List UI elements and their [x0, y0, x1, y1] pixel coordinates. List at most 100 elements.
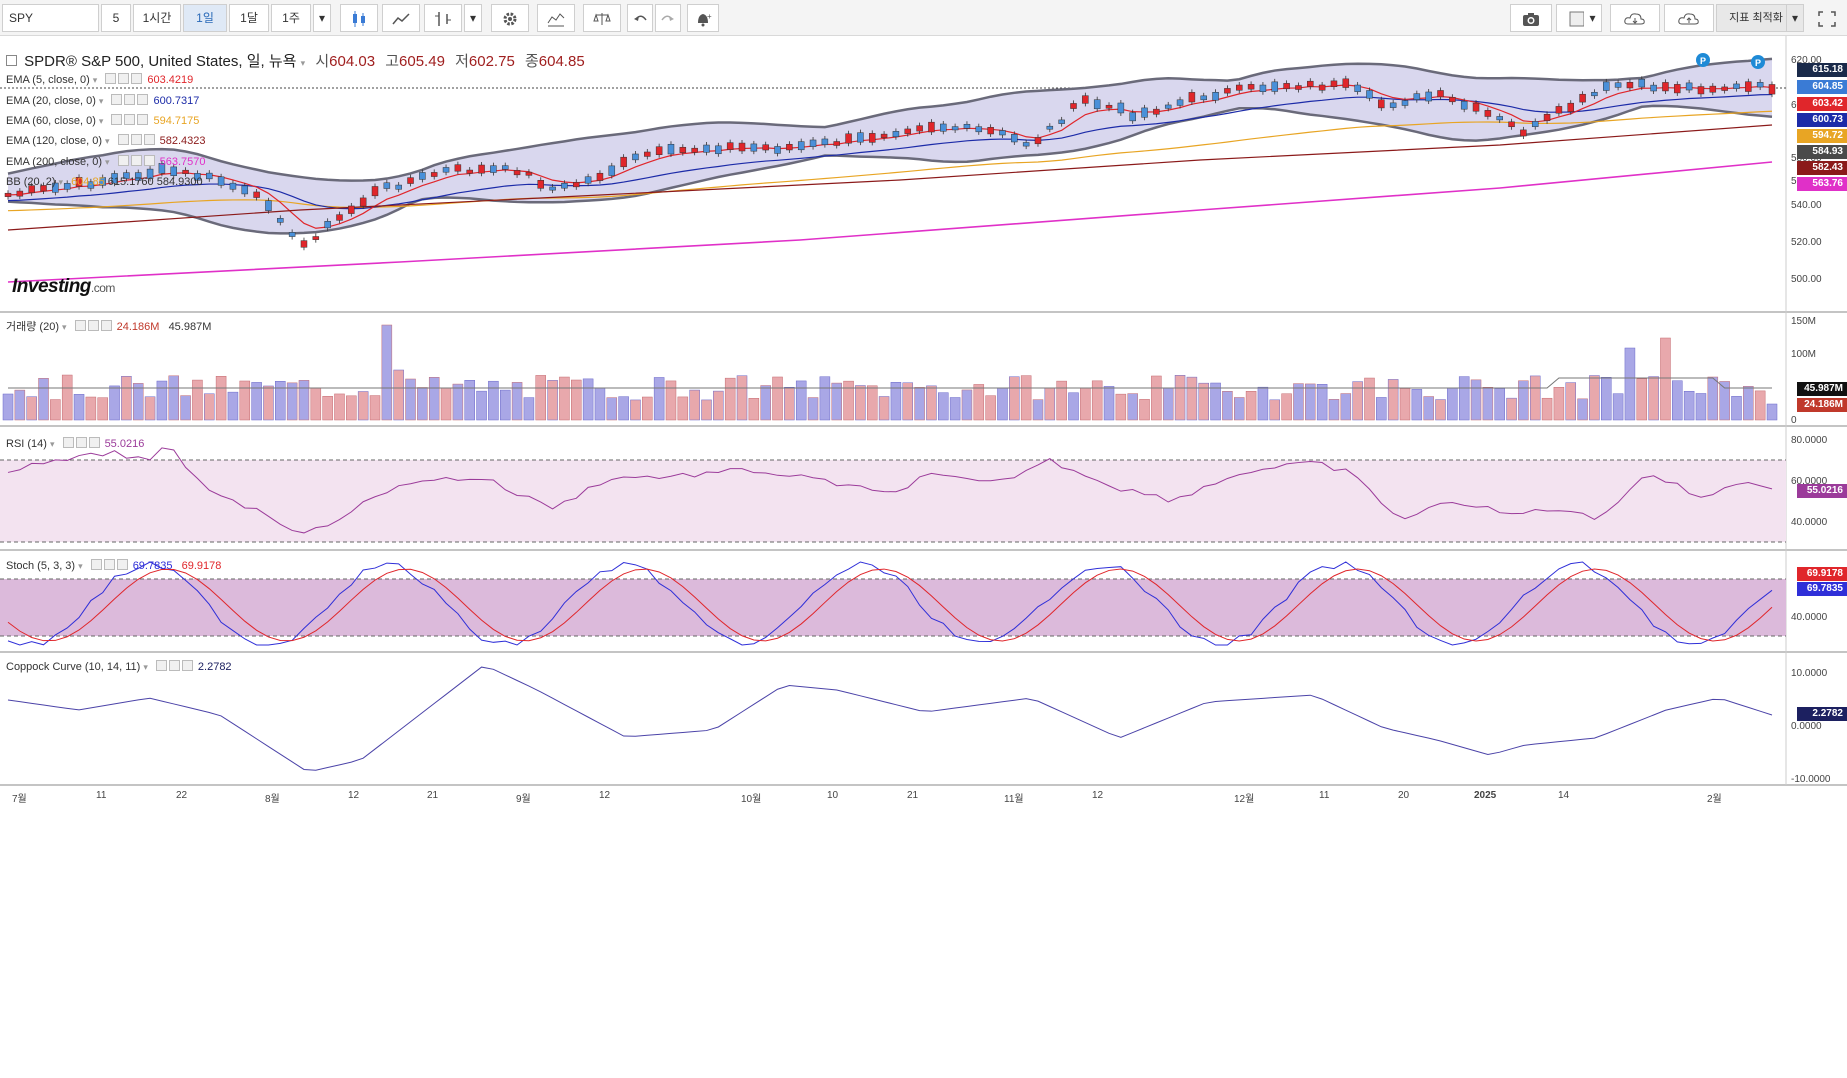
visibility-icon[interactable]: [62, 437, 74, 448]
screenshot-button[interactable]: [1510, 4, 1552, 32]
volume-bar: [866, 385, 878, 421]
optimize-indicators-button[interactable]: 지표 최적화: [1716, 4, 1796, 32]
interval-dropdown[interactable]: ▾: [313, 4, 331, 32]
close-icon[interactable]: [100, 320, 112, 331]
volume-bar: [902, 382, 914, 421]
fullscreen-button[interactable]: [1812, 4, 1842, 32]
close-icon[interactable]: [131, 73, 143, 84]
candle: [1745, 81, 1752, 92]
candle: [40, 185, 47, 192]
close-icon[interactable]: [137, 94, 149, 105]
bell-icon: +: [698, 12, 712, 27]
close-icon[interactable]: [143, 155, 155, 166]
legend-ema200[interactable]: EMA (200, close, 0) ▾ 563.7570: [6, 155, 206, 168]
settings-icon[interactable]: [103, 559, 115, 570]
interval-1m[interactable]: 1달: [229, 4, 269, 32]
layout-dropdown[interactable]: ▾: [1584, 4, 1602, 32]
candle: [940, 123, 947, 132]
volume-bar: [109, 385, 120, 421]
bar-chart-button[interactable]: [424, 4, 462, 32]
chart-canvas[interactable]: P P: [0, 0, 1847, 800]
candle: [194, 173, 201, 181]
legend-rsi[interactable]: RSI (14) ▾ 55.0216: [6, 437, 145, 450]
candle: [1543, 114, 1551, 121]
legend-ema5[interactable]: EMA (5, close, 0) ▾ 603.4219: [6, 73, 194, 86]
symbol-input[interactable]: SPY: [2, 4, 99, 32]
volume-bar: [642, 396, 653, 421]
collapse-icon[interactable]: [6, 55, 17, 66]
volume-bar: [168, 375, 179, 421]
candle: [797, 141, 805, 151]
visibility-icon[interactable]: [111, 94, 123, 105]
compare-button[interactable]: [583, 4, 621, 32]
settings-icon[interactable]: [75, 437, 87, 448]
volume-bar: [121, 376, 132, 421]
visibility-icon[interactable]: [117, 155, 129, 166]
candle: [703, 144, 710, 153]
cloud-load-button[interactable]: [1610, 4, 1660, 32]
chevron-down-icon[interactable]: ▾: [300, 58, 306, 68]
chart-type-dropdown[interactable]: ▾: [464, 4, 482, 32]
settings-icon[interactable]: [130, 155, 142, 166]
settings-icon[interactable]: [87, 320, 99, 331]
volume-bar: [547, 380, 558, 421]
candle: [644, 151, 651, 157]
close-icon[interactable]: [137, 114, 149, 125]
legend-volume[interactable]: 거래량 (20) ▾ 24.186M 45.987M: [6, 320, 212, 333]
settings-button[interactable]: [491, 4, 529, 32]
redo-button[interactable]: [655, 4, 681, 32]
visibility-icon[interactable]: [105, 73, 117, 84]
line-chart-button[interactable]: [382, 4, 420, 32]
candle: [336, 214, 343, 221]
volume-bar: [665, 380, 677, 421]
candle: [206, 172, 213, 180]
interval-5[interactable]: 5: [101, 4, 131, 32]
indicators-button[interactable]: [537, 4, 575, 32]
legend-ema60[interactable]: EMA (60, close, 0) ▾ 594.7175: [6, 114, 200, 127]
volume-bar: [132, 383, 144, 421]
close-icon[interactable]: [88, 437, 100, 448]
dividend-marker-icon[interactable]: [1751, 55, 1765, 69]
visibility-icon[interactable]: [111, 114, 123, 125]
volume-bar: [1162, 387, 1174, 421]
volume-bar: [1222, 391, 1233, 421]
interval-1w[interactable]: 1주: [271, 4, 311, 32]
alert-button[interactable]: +: [687, 4, 719, 32]
volume-bar: [973, 384, 985, 421]
candle: [987, 127, 994, 135]
legend-ema120[interactable]: EMA (120, close, 0) ▾ 582.4323: [6, 134, 206, 147]
visibility-icon[interactable]: [117, 134, 129, 145]
settings-icon[interactable]: [124, 114, 136, 125]
optimize-dropdown[interactable]: ▾: [1786, 4, 1804, 32]
candle: [1662, 82, 1669, 92]
candle: [123, 172, 130, 179]
close-value: 604.85: [538, 53, 585, 70]
volume-bar: [1518, 380, 1529, 421]
settings-icon[interactable]: [168, 660, 180, 671]
volume-bar: [1293, 383, 1304, 421]
settings-icon[interactable]: [124, 94, 136, 105]
close-icon[interactable]: [181, 660, 193, 671]
candle: [1638, 78, 1646, 88]
interval-1d[interactable]: 1일: [183, 4, 227, 32]
close-icon[interactable]: [143, 134, 155, 145]
candles-button[interactable]: [340, 4, 378, 32]
price-tick: 540.00: [1791, 200, 1822, 211]
legend-coppock[interactable]: Coppock Curve (10, 14, 11) ▾ 2.2782: [6, 660, 232, 673]
close-icon[interactable]: [116, 559, 128, 570]
visibility-icon[interactable]: [90, 559, 102, 570]
settings-icon[interactable]: [130, 134, 142, 145]
dividend-marker-icon[interactable]: [1696, 53, 1710, 67]
volume-bar: [192, 379, 203, 421]
settings-icon[interactable]: [118, 73, 130, 84]
interval-1h[interactable]: 1시간: [133, 4, 181, 32]
legend-stoch[interactable]: Stoch (5, 3, 3) ▾ 69.7835 69.9178: [6, 559, 222, 572]
visibility-icon[interactable]: [74, 320, 86, 331]
legend-bb[interactable]: BB (20, 2) ▾ 604.85 615.1760 584.9300: [6, 176, 203, 188]
legend-ema20[interactable]: EMA (20, close, 0) ▾ 600.7317: [6, 94, 200, 107]
volume-bar: [1719, 381, 1730, 421]
visibility-icon[interactable]: [155, 660, 167, 671]
cloud-save-button[interactable]: [1664, 4, 1714, 32]
volume-bar: [357, 391, 369, 421]
undo-button[interactable]: [627, 4, 653, 32]
